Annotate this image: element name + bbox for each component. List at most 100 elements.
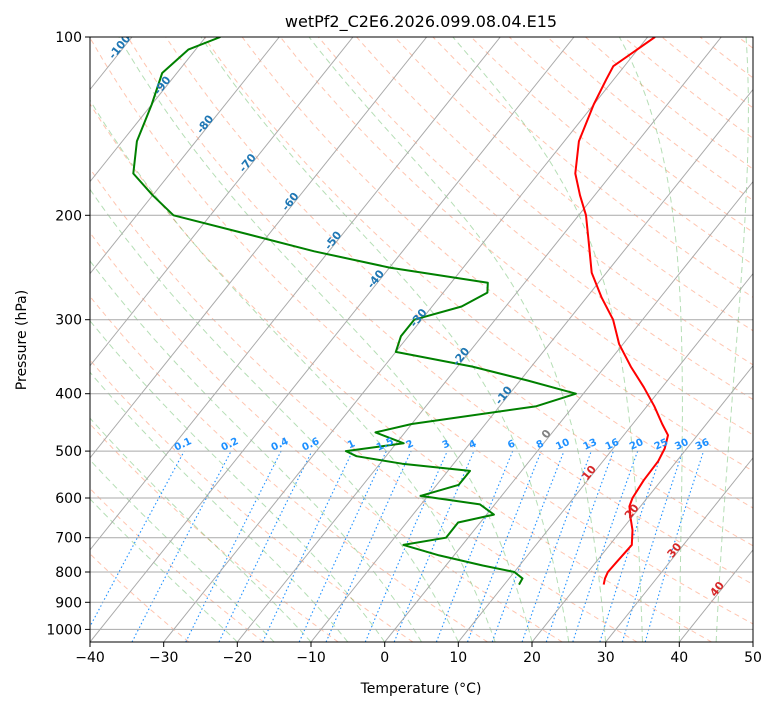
dry-adiabat — [90, 103, 712, 642]
isotherm-label: 40 — [707, 579, 727, 599]
isotherm-label: -100 — [106, 32, 134, 62]
x-tick-label: −20 — [223, 650, 253, 666]
mixing-ratio-line — [298, 450, 387, 642]
y-tick-label: 1000 — [46, 622, 82, 638]
y-tick-label: 500 — [55, 444, 82, 460]
x-tick-label: 30 — [597, 650, 615, 666]
moist-adiabat — [90, 99, 496, 642]
isotherm-line — [310, 88, 753, 642]
dry-adiabat — [470, 37, 753, 266]
dry-adiabat — [508, 37, 753, 233]
y-tick-label: 800 — [55, 565, 82, 581]
y-tick-label: 400 — [55, 387, 82, 403]
y-tick-label: 900 — [55, 595, 82, 611]
dry-adiabat — [165, 37, 753, 547]
x-tick-label: −30 — [149, 650, 179, 666]
y-tick-label: 100 — [55, 30, 82, 46]
isotherm-line — [236, 37, 722, 642]
dry-adiabat — [279, 37, 753, 436]
dry-adiabat — [547, 37, 753, 201]
mixing-ratio-label: 3 — [441, 438, 452, 451]
isotherm-line — [457, 272, 753, 642]
moist-adiabat — [715, 37, 749, 642]
y-tick-label: 600 — [55, 491, 82, 507]
dry-adiabat — [90, 37, 753, 625]
moist-adiabat — [618, 37, 683, 642]
isotherm-line — [752, 641, 753, 642]
dry-adiabat — [356, 37, 753, 366]
x-axis-title: Temperature (°C) — [360, 681, 482, 697]
x-tick-label: 0 — [380, 650, 389, 666]
y-tick-label: 200 — [55, 208, 82, 224]
dewpoint-profile — [132, 37, 577, 586]
dry-adiabat — [90, 423, 339, 642]
mixing-ratio-label: 20 — [628, 437, 645, 453]
isotherm-label: 30 — [665, 540, 685, 560]
dry-adiabat — [90, 167, 638, 642]
dry-adiabat — [127, 37, 753, 586]
mixing-ratio-label: 25 — [653, 437, 670, 453]
isotherm-line — [90, 37, 280, 275]
mixing-ratio-label: 13 — [582, 437, 599, 453]
y-axis-title: Pressure (hPa) — [14, 290, 30, 390]
isotherm-label: -60 — [279, 190, 302, 214]
mixing-ratio-label: 16 — [604, 437, 621, 453]
moist-adiabat — [90, 188, 459, 642]
dry-adiabat — [90, 295, 488, 642]
mixing-ratio-line — [491, 450, 565, 642]
x-tick-label: 20 — [523, 650, 541, 666]
mixing-ratio-line — [325, 450, 412, 642]
dry-adiabat — [90, 231, 563, 642]
mixing-ratio-line — [185, 450, 282, 642]
isotherm-line — [605, 457, 753, 642]
dry-adiabat — [699, 37, 753, 79]
moist-adiabat — [452, 37, 643, 642]
mixing-ratio-line — [572, 450, 639, 642]
dry-adiabat — [90, 553, 190, 642]
moist-adiabat — [90, 320, 386, 642]
isotherm-label: -20 — [450, 345, 473, 369]
x-tick-label: 50 — [744, 650, 762, 666]
y-tick-label: 700 — [55, 531, 82, 547]
moist-adiabat — [90, 498, 238, 642]
dry-adiabat — [203, 37, 753, 509]
mixing-ratio-label: 30 — [673, 437, 690, 453]
mixing-ratio-line — [521, 450, 592, 642]
mixing-ratio-line — [545, 450, 614, 642]
mixing-ratio-label: 6 — [506, 438, 517, 451]
isotherm-line — [90, 37, 575, 642]
dry-adiabat — [90, 487, 264, 642]
mixing-ratio-line — [218, 450, 313, 642]
dry-adiabat — [318, 37, 753, 401]
isotherm-label: -10 — [492, 383, 515, 407]
chart-title: wetPf2_C2E6.2026.099.08.04.E15 — [285, 12, 557, 32]
moist-adiabat — [200, 37, 570, 642]
isotherm-line — [90, 37, 428, 459]
mixing-ratio-label: 1 — [346, 438, 357, 451]
dry-adiabat — [394, 37, 753, 332]
mixing-ratio-line — [621, 450, 684, 642]
isotherm-label: 10 — [579, 463, 599, 483]
y-tick-label: 300 — [55, 313, 82, 329]
isotherm-line — [90, 37, 207, 183]
isotherm-label: -70 — [236, 151, 259, 175]
plot-frame — [89, 36, 754, 643]
x-tick-label: 10 — [449, 650, 467, 666]
isotherm-line — [384, 180, 753, 642]
moist-adiabat — [308, 37, 607, 642]
dry-adiabat — [737, 37, 753, 49]
mixing-ratio-label: 4 — [467, 438, 478, 451]
isotherm-line — [163, 37, 649, 642]
mixing-ratio-line — [466, 450, 542, 642]
moist-adiabat — [90, 371, 349, 642]
moist-adiabat — [90, 459, 275, 642]
x-tick-label: −40 — [75, 650, 105, 666]
mixing-ratio-label: 2 — [405, 438, 416, 451]
isotherm-label: -40 — [364, 267, 387, 291]
dry-adiabat — [432, 37, 753, 298]
isotherm-line — [678, 549, 753, 642]
temperature-profile — [574, 37, 669, 585]
mixing-ratio-line — [435, 450, 514, 642]
isotherm-label: -80 — [194, 112, 217, 136]
